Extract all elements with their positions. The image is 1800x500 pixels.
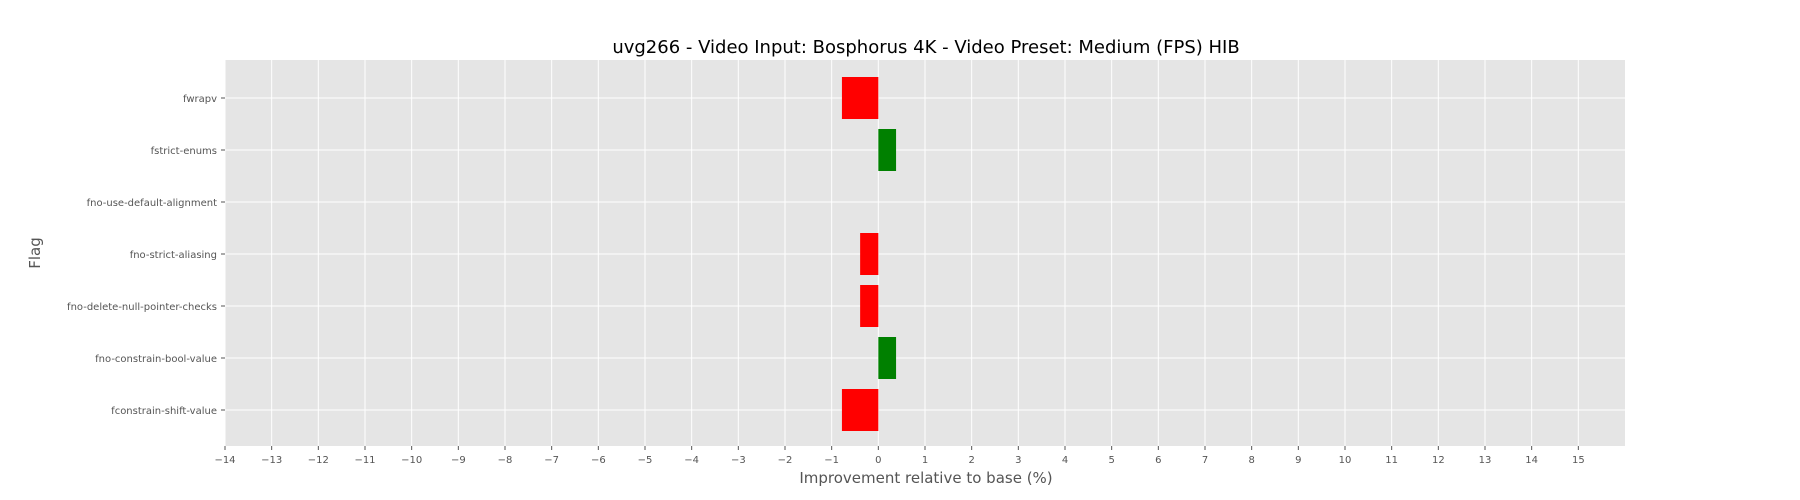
y-tick-label: fno-strict-aliasing — [130, 250, 217, 261]
bar-fstrict-enums — [878, 129, 897, 171]
x-tick-label: −1 — [824, 455, 839, 466]
x-tick-label: −11 — [354, 455, 375, 466]
x-tick-label: 7 — [1202, 455, 1208, 466]
y-tick-label: fno-delete-null-pointer-checks — [67, 302, 217, 313]
bar-fconstrain-shift-value — [841, 389, 879, 431]
x-tick-label: 2 — [968, 455, 974, 466]
bars — [841, 77, 897, 431]
x-tick-label: 0 — [875, 455, 881, 466]
x-tick-label: 9 — [1295, 455, 1301, 466]
x-tick-label: −7 — [544, 455, 559, 466]
x-tick-label: −10 — [401, 455, 422, 466]
x-tick-label: 13 — [1479, 455, 1492, 466]
x-tick-label: −5 — [638, 455, 653, 466]
x-tick-label: −9 — [451, 455, 466, 466]
bar-fno-delete-null-pointer-checks — [860, 285, 879, 327]
y-axis-ticks: fwrapv fstrict-enums fno-use-default-align… — [67, 94, 225, 417]
x-tick-label: 4 — [1062, 455, 1068, 466]
x-tick-label: 10 — [1339, 455, 1352, 466]
bar-fwrapv — [841, 77, 879, 119]
x-axis-label: Improvement relative to base (%) — [799, 469, 1052, 487]
x-tick-label: −4 — [684, 455, 699, 466]
x-tick-label: −12 — [308, 455, 329, 466]
x-tick-label: −6 — [591, 455, 606, 466]
x-tick-label: 12 — [1432, 455, 1445, 466]
x-tick-label: −3 — [731, 455, 746, 466]
y-tick-label: fstrict-enums — [151, 146, 217, 157]
x-tick-label: 6 — [1155, 455, 1161, 466]
x-tick-label: 11 — [1385, 455, 1398, 466]
chart-title: uvg266 - Video Input: Bosphorus 4K - Vid… — [612, 37, 1239, 58]
x-tick-label: −2 — [778, 455, 793, 466]
x-tick-label: 3 — [1015, 455, 1021, 466]
x-tick-label: −14 — [214, 455, 235, 466]
y-tick-label: fconstrain-shift-value — [111, 406, 217, 417]
y-tick-label: fwrapv — [183, 94, 217, 105]
x-tick-label: −8 — [498, 455, 513, 466]
x-axis-ticks: −14 −13 −12 −11 −10 −9 −8 −7 −6 −5 −4 −3 −2 −1 0 1 2 3 4 5 6… — [214, 446, 1585, 466]
x-tick-label: −13 — [261, 455, 282, 466]
y-tick-label: fno-use-default-alignment — [87, 198, 217, 209]
y-tick-label: fno-constrain-bool-value — [95, 354, 217, 365]
x-tick-label: 15 — [1572, 455, 1585, 466]
y-axis-label: Flag — [26, 237, 44, 269]
x-tick-label: 14 — [1525, 455, 1538, 466]
x-tick-label: 8 — [1248, 455, 1254, 466]
x-tick-label: 5 — [1108, 455, 1114, 466]
x-tick-label: 1 — [922, 455, 928, 466]
grid-lines — [224, 60, 1625, 446]
bar-fno-strict-aliasing — [860, 233, 879, 275]
bar-fno-constrain-bool-value — [878, 337, 897, 379]
